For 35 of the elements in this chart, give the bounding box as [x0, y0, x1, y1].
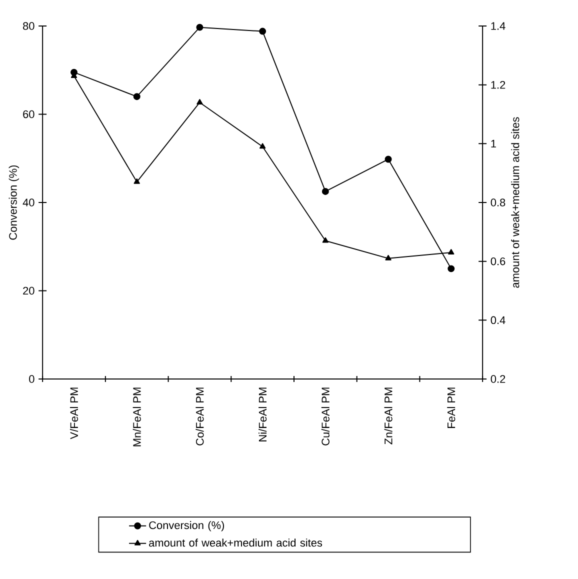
x-tick-label: V/FeAl PM	[70, 388, 78, 440]
point	[322, 188, 329, 195]
point	[384, 156, 392, 163]
x-tick-label: Co/FeAl PM	[196, 388, 204, 446]
point	[196, 98, 203, 104]
legend-label: Conversion (%)	[149, 521, 224, 532]
y2-tick-label: 0.6	[490, 257, 506, 266]
point	[385, 254, 392, 260]
x-tick-label: Ni/FeAl PM	[258, 388, 267, 442]
y2-tick-label: 0.2	[490, 375, 506, 383]
x-tick-label: Mn/FeAl PM	[132, 388, 141, 446]
point	[448, 249, 454, 254]
y-tick-label: 20	[23, 286, 34, 295]
x-tick-label: Zn/FeAl PM	[384, 388, 392, 444]
y2-tick-label: 0.4	[490, 316, 506, 324]
point	[448, 265, 455, 272]
y2-tick-label: 1.4	[491, 22, 506, 30]
y-tick-label: 40	[22, 198, 34, 206]
y-axis-title: Conversion (%)	[8, 165, 20, 240]
y2-axis-title: amount of weak+medium acid sites	[511, 117, 520, 288]
y-tick-label: 80	[23, 22, 34, 30]
point	[259, 143, 266, 149]
legend-label: amount of weak+medium acid sites	[149, 538, 322, 547]
point	[134, 178, 140, 184]
point	[133, 93, 140, 100]
x-tick-label: FeAl PM	[447, 388, 456, 428]
y-tick-label: 60	[23, 110, 34, 118]
point	[259, 28, 266, 35]
point	[196, 24, 204, 31]
point	[322, 237, 329, 243]
x-tick-label: Cu/FeAl PM	[321, 388, 330, 446]
y2-tick-label: 1.2	[491, 81, 506, 89]
y2-tick-label: 0.8	[490, 198, 506, 206]
y-tick-label: 0	[29, 375, 34, 383]
y2-tick-label: 1	[491, 140, 496, 148]
